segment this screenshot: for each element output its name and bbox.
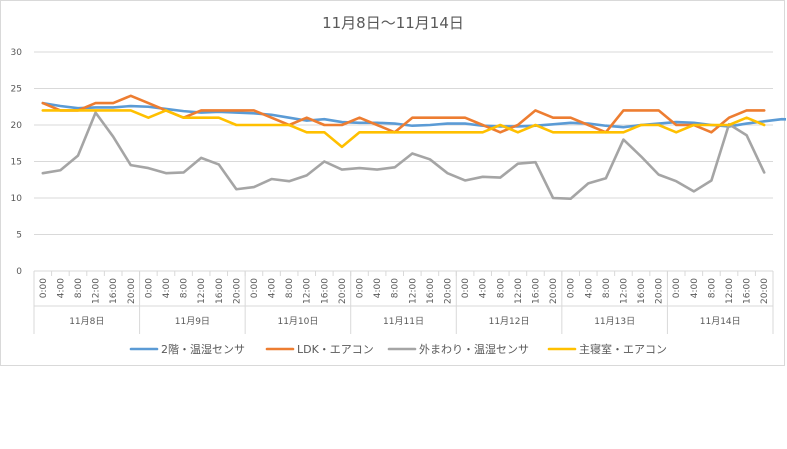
x-tick-label-hour: 0:00	[672, 278, 682, 298]
x-tick-label-day: 11月11日	[383, 316, 424, 327]
x-tick-label-day: 11月10日	[277, 316, 318, 327]
line-chart: 11月8日～11月14日 0 5 10 15 20 25 30 0:00 4:00 8:00 12:…	[11, 14, 786, 356]
x-tick-label-hour: 0:00	[461, 278, 471, 298]
x-tick-label-hour: 0:00	[144, 278, 154, 298]
y-tick-label: 0	[16, 267, 22, 277]
y-tick-label: 10	[11, 194, 23, 204]
x-tick-label-hour: 20:00	[232, 278, 242, 304]
y-tick-label: 20	[11, 121, 23, 131]
x-tick-label-hour: 20:00	[760, 278, 770, 304]
x-tick-label-hour: 16:00	[215, 278, 225, 304]
x-tick-label-hour: 4:00	[690, 278, 700, 298]
x-tick-label-hour: 12:00	[197, 278, 207, 304]
x-tick-label-hour: 12:00	[92, 278, 102, 304]
x-tick-label-day: 11月8日	[69, 316, 104, 327]
x-tick-label-hour: 16:00	[109, 278, 119, 304]
x-tick-label-hour: 20:00	[443, 278, 453, 304]
x-tick-label-hour: 20:00	[338, 278, 348, 304]
legend-label: 外まわり・温湿センサ	[419, 343, 529, 356]
x-tick-label-hour: 0:00	[567, 278, 577, 298]
chart-title: 11月8日～11月14日	[322, 14, 464, 32]
legend-label: LDK・エアコン	[297, 343, 374, 356]
legend: 2階・温湿センサ LDK・エアコン 外まわり・温湿センサ 主寝室・エアコン	[129, 342, 667, 356]
x-tick-label-hour: 8:00	[391, 278, 401, 298]
y-tick-label: 15	[11, 158, 22, 168]
x-tick-label-hour: 8:00	[285, 278, 295, 298]
x-tick-label-day: 11月14日	[700, 316, 741, 327]
x-tick-label-hour: 16:00	[743, 278, 753, 304]
x-tick-label-hour: 20:00	[655, 278, 665, 304]
x-tick-label-hour: 8:00	[707, 278, 717, 298]
x-tick-label-hour: 4:00	[584, 278, 594, 298]
axes: 0 5 10 15 20 25 30 0:00 4:00 8:00 12:00 16:00 20:00 0…	[11, 48, 774, 334]
chart-frame: 11月8日～11月14日 0 5 10 15 20 25 30 0:00 4:00 8:00 12:…	[0, 0, 786, 366]
x-tick-label-hour: 4:00	[373, 278, 383, 298]
legend-label: 2階・温湿センサ	[161, 342, 245, 356]
x-tick-label-hour: 8:00	[602, 278, 612, 298]
x-tick-label-hour: 12:00	[725, 278, 735, 304]
x-tick-label-hour: 12:00	[514, 278, 524, 304]
x-tick-label-hour: 0:00	[39, 278, 49, 298]
x-tick-label-hour: 4:00	[162, 278, 172, 298]
x-tick-label-hour: 4:00	[479, 278, 489, 298]
x-tick-label-hour: 12:00	[619, 278, 629, 304]
x-tick-label-hour: 8:00	[496, 278, 506, 298]
x-tick-label-hour: 0:00	[356, 278, 366, 298]
x-tick-label-hour: 16:00	[320, 278, 330, 304]
y-tick-label: 30	[11, 48, 23, 58]
x-tick-label-day: 11月12日	[489, 316, 530, 327]
y-tick-label: 25	[11, 85, 22, 95]
series-line-4	[41, 109, 766, 149]
x-tick-label-hour: 12:00	[408, 278, 418, 304]
x-tick-label-hour: 16:00	[637, 278, 647, 304]
x-tick-label-hour: 8:00	[74, 278, 84, 298]
x-tick-label-hour: 16:00	[531, 278, 541, 304]
series-line-2	[41, 94, 766, 134]
series-line-3	[41, 111, 766, 201]
x-tick-label-hour: 4:00	[56, 278, 66, 298]
series-lines	[41, 94, 786, 201]
x-tick-label-day: 11月13日	[594, 316, 635, 327]
x-tick-label-hour: 12:00	[303, 278, 313, 304]
x-tick-label-day: 11月9日	[175, 316, 210, 327]
legend-label: 主寝室・エアコン	[579, 342, 667, 356]
x-tick-label-hour: 20:00	[127, 278, 137, 304]
x-tick-label-hour: 20:00	[549, 278, 559, 304]
x-tick-label-hour: 0:00	[250, 278, 260, 298]
x-tick-label-hour: 8:00	[180, 278, 190, 298]
x-tick-label-hour: 4:00	[268, 278, 278, 298]
x-tick-label-hour: 16:00	[426, 278, 436, 304]
y-tick-label: 5	[16, 231, 22, 241]
